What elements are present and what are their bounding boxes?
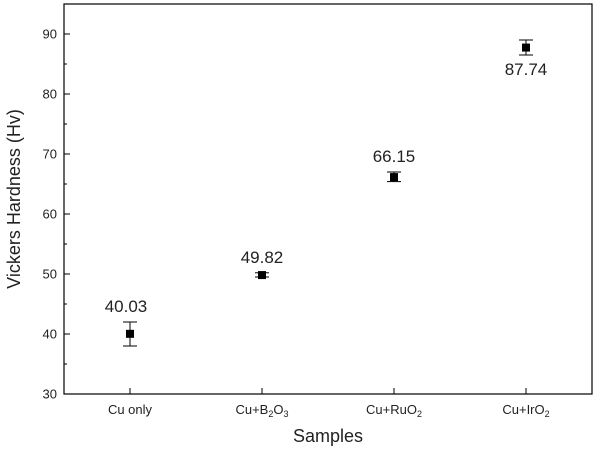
data-point [258,271,266,280]
y-tick-label: 80 [43,87,57,102]
y-tick-label: 70 [43,147,57,162]
data-point [126,329,134,338]
data-label: 66.15 [373,147,416,166]
data-point-group: 87.74 [505,39,548,79]
data-label: 87.74 [505,60,548,79]
y-tick-label: 90 [43,27,57,42]
x-axis: Cu only Cu+B2O3 Cu+RuO2 Cu+IrO2 [108,388,550,419]
x-axis-title: Samples [293,426,363,446]
x-tick-label: Cu+RuO2 [366,402,422,419]
y-axis: 30 40 50 60 70 80 90 [43,27,70,402]
plot-frame [63,3,593,395]
data-point [522,43,530,52]
data-label: 49.82 [241,248,284,267]
data-point-group: 66.15 [373,147,416,183]
data-point [390,173,398,182]
x-tick-label: Cu+B2O3 [235,402,288,419]
x-tick-label: Cu+IrO2 [502,402,549,419]
y-axis-title: Vickers Hardness (Hv) [4,109,24,289]
data-points: 40.03 49.82 66.15 87.74 [105,39,548,347]
x-tick-label: Cu only [108,402,153,417]
data-point-group: 49.82 [241,248,284,280]
y-tick-label: 40 [43,327,57,342]
y-tick-label: 50 [43,267,57,282]
data-label: 40.03 [105,297,148,316]
y-tick-label: 60 [43,207,57,222]
data-point-group: 40.03 [105,297,148,347]
y-tick-label: 30 [43,387,57,402]
